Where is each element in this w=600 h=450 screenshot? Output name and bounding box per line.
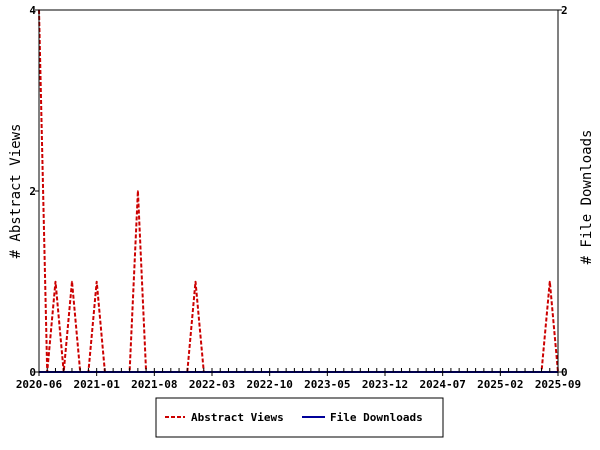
x-tick-label: 2023-05 xyxy=(304,378,350,391)
data-point-abstract-views xyxy=(137,190,139,192)
x-tick-label: 2020-06 xyxy=(16,378,63,391)
data-point-abstract-views xyxy=(54,280,57,283)
data-point-abstract-views xyxy=(548,280,551,283)
plot-frame xyxy=(38,9,559,373)
x-tick-label: 2022-10 xyxy=(246,378,292,391)
x-tick-label: 2021-08 xyxy=(131,378,177,391)
y-left-tick-label: 2 xyxy=(29,185,36,198)
y-right-tick-label: 2 xyxy=(561,4,568,17)
x-tick-label: 2024-07 xyxy=(419,378,465,391)
x-tick-label: 2025-09 xyxy=(535,378,581,391)
axis-layer: 2020-06 2021-01 2021-08 2022-03 2022-10 2023-… xyxy=(16,4,581,391)
y-axis-title-left: # Abstract Views xyxy=(8,124,24,259)
y-right-tick-label: 0 xyxy=(561,366,568,379)
legend-box xyxy=(155,397,444,438)
legend-label-file-downloads: File Downloads xyxy=(330,411,423,424)
x-tick-label: 2025-02 xyxy=(477,378,523,391)
data-point-abstract-views xyxy=(194,280,197,283)
x-tick-label: 2021-01 xyxy=(73,378,120,391)
y-axis-title-right: # File Downloads xyxy=(579,130,595,265)
plot-layer xyxy=(38,9,559,373)
x-tick-label: 2023-12 xyxy=(362,378,408,391)
series-line-abstract-views xyxy=(38,9,559,373)
y-left-tick-label: 0 xyxy=(29,366,36,379)
data-point-abstract-views xyxy=(71,280,73,283)
legend-label-abstract-views: Abstract Views xyxy=(191,411,284,424)
y-left-tick-label: 4 xyxy=(29,4,36,17)
legend: Abstract Views File Downloads xyxy=(155,397,444,438)
data-point-abstract-views xyxy=(95,280,98,283)
x-tick-label: 2022-03 xyxy=(189,378,235,391)
